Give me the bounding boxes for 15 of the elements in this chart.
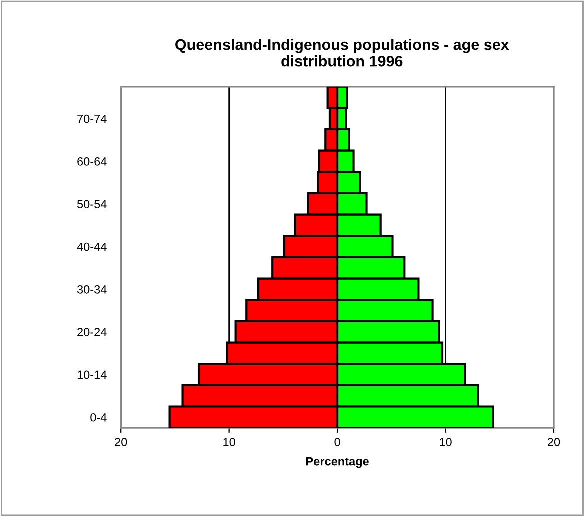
x-tick-label: 20	[115, 438, 128, 446]
x-tick-label: 10	[224, 438, 236, 446]
y-tick-label: 20-24	[78, 328, 107, 336]
x-tick-label: 0	[334, 438, 340, 446]
y-tick-label: 70-74	[78, 114, 107, 124]
y-tick-label: 30-34	[77, 285, 107, 294]
y-tick-label: 40-44	[77, 242, 107, 252]
chart-title: Queensland-Indigenous populations - age sex distribution 1996	[176, 39, 510, 67]
x-tick-label: 20	[548, 438, 560, 446]
x-axis-title: Percentage	[306, 458, 369, 468]
y-tick-label: 50-54	[77, 200, 107, 209]
y-tick-label: 0-4	[90, 413, 107, 422]
x-tick-label: 10	[440, 438, 452, 446]
y-tick-label: 10-14	[78, 370, 107, 380]
y-tick-label: 60-64	[78, 158, 107, 166]
